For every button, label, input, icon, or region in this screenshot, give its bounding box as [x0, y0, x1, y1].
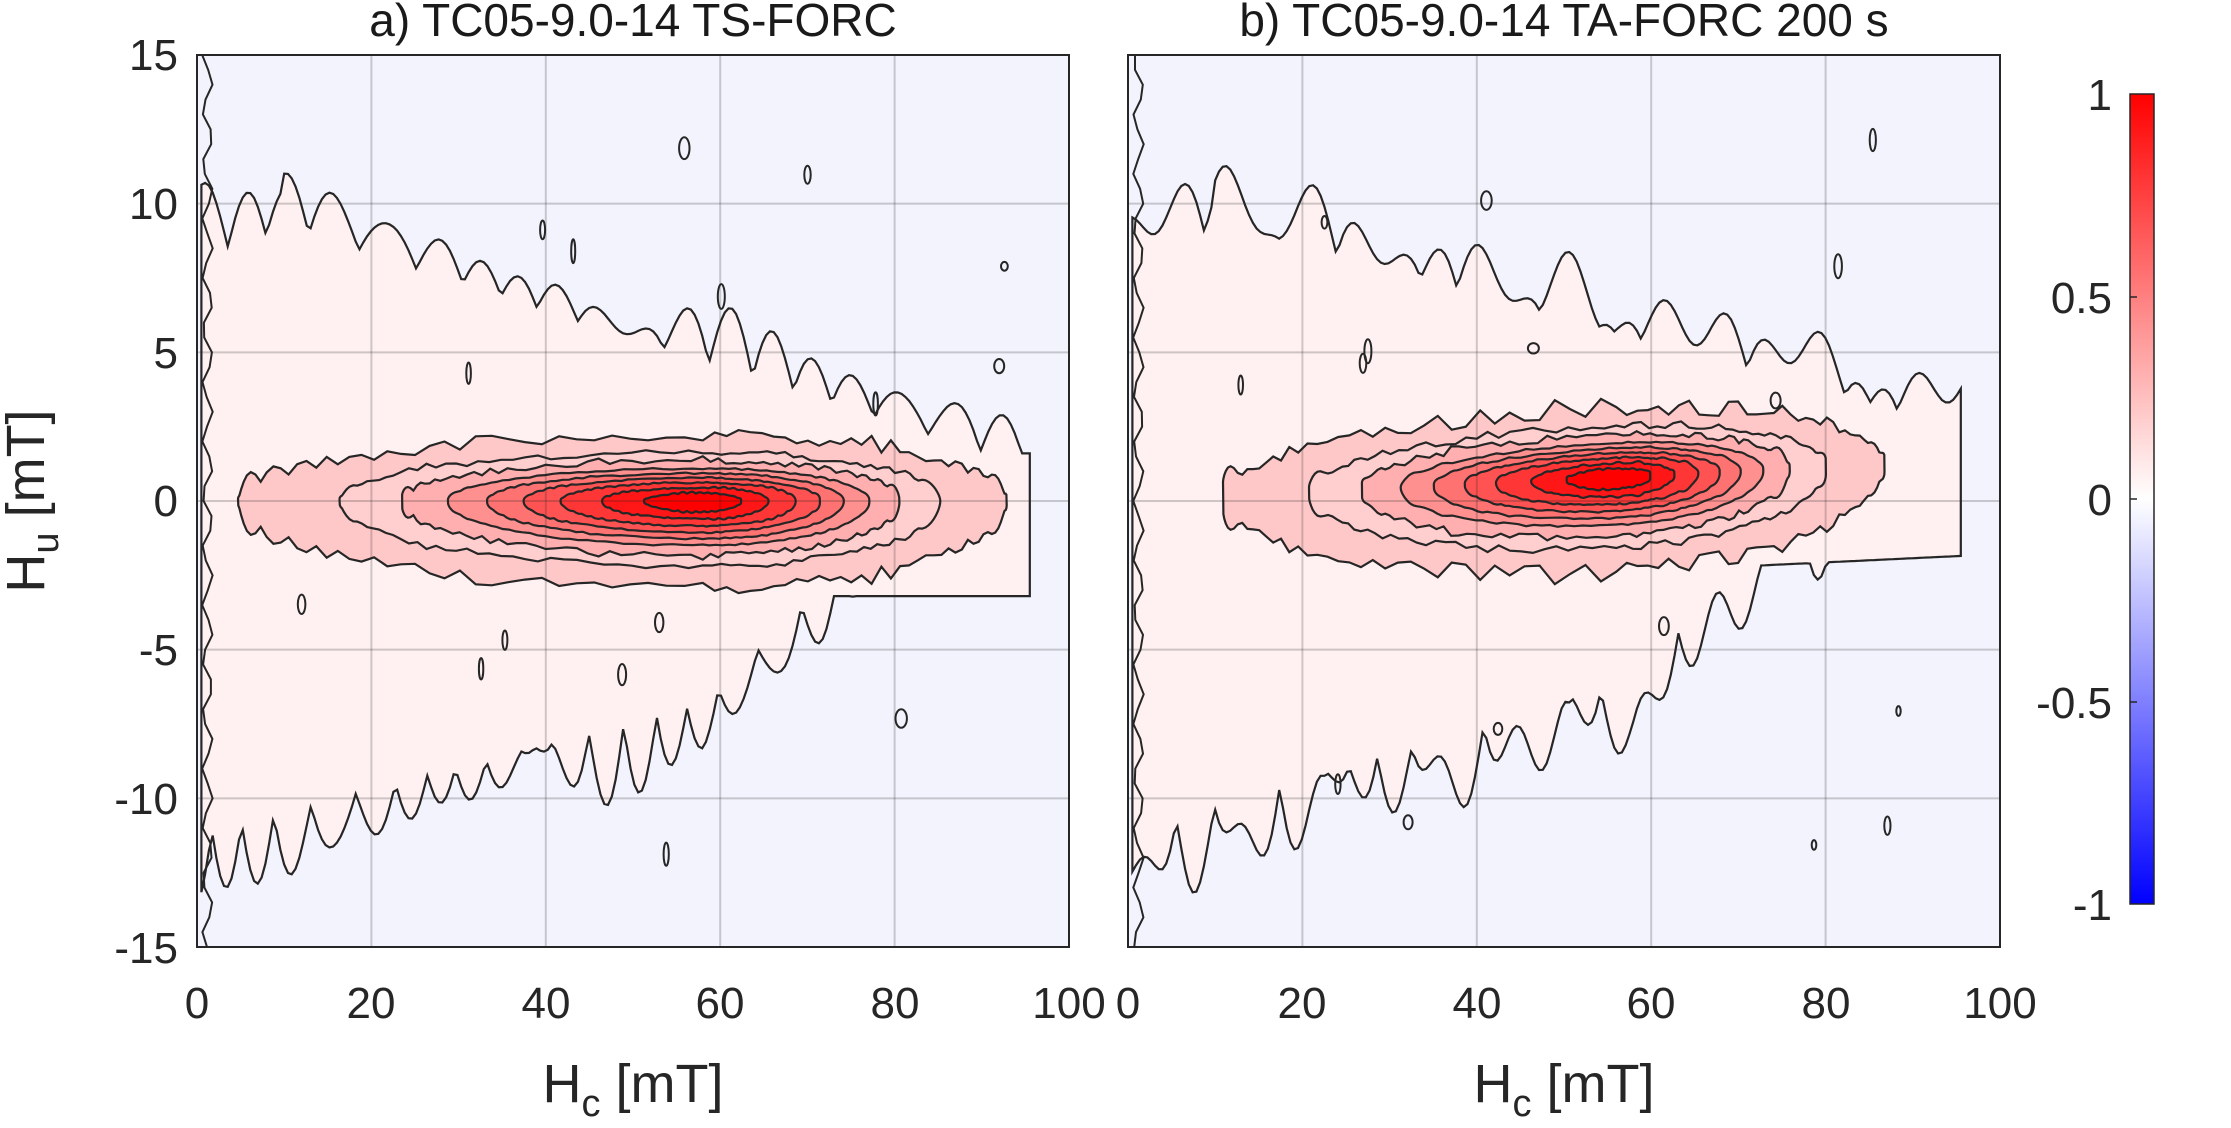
contour-island	[678, 136, 691, 161]
x-tick-label: 40	[1453, 979, 1502, 1028]
panel-a-axes-box	[196, 54, 1070, 948]
contour-island	[993, 358, 1006, 375]
panel-b-title: b) TC05-9.0-14 TA-FORC 200 s	[1239, 0, 1888, 46]
contour-island	[872, 391, 879, 417]
contour-island	[1883, 815, 1892, 836]
contour-island	[1320, 215, 1329, 230]
x-tick-label: 60	[696, 979, 745, 1028]
x-tick-label: 100	[1032, 979, 1105, 1028]
contour-island	[1895, 705, 1902, 717]
contour-level	[1565, 466, 1652, 492]
contour-island	[1480, 190, 1493, 211]
colorbar-tick-label: -0.5	[2036, 679, 2112, 728]
contour-island	[1363, 338, 1373, 365]
y-tick-label: 15	[129, 31, 178, 80]
contour-island	[501, 629, 509, 651]
x-tick-label: 60	[1627, 979, 1676, 1028]
contour-island	[1237, 374, 1244, 396]
colorbar-tick-label: 0	[2088, 476, 2112, 525]
panel-a-title: a) TC05-9.0-14 TS-FORC	[369, 0, 896, 46]
panel-a-x-axis-label: Hc [mT]	[543, 1054, 724, 1125]
contour-edge	[1132, 55, 1145, 947]
contour-island	[1334, 773, 1342, 795]
y-tick-label: -10	[114, 775, 178, 824]
panel-a-grid	[197, 55, 1069, 947]
colorbar-tick-label: 0.5	[2051, 274, 2112, 323]
y-tick-label: -5	[139, 626, 178, 675]
x-tick-label: 80	[871, 979, 920, 1028]
contour-island	[894, 708, 908, 729]
contour-island	[1868, 127, 1877, 153]
y-tick-label: -15	[114, 924, 178, 973]
contour-island	[539, 219, 547, 241]
x-tick-label: 0	[185, 979, 209, 1028]
x-tick-label: 0	[1116, 979, 1140, 1028]
panel-b: b) TC05-9.0-14 TA-FORC 200 s 0 20 40 60 …	[1116, 0, 2037, 1125]
contour-island	[1833, 253, 1843, 280]
y-tick-label: 5	[154, 329, 178, 378]
contour-island	[570, 238, 577, 265]
y-tick-label: 0	[154, 477, 178, 526]
colorbar-tick-label: 1	[2088, 71, 2112, 120]
contour-island	[1000, 260, 1009, 272]
contour-island	[1402, 814, 1414, 831]
panel-b-forc-density	[1131, 55, 1962, 947]
x-tick-label: 20	[1278, 979, 1327, 1028]
contour-island	[465, 361, 472, 385]
contour-level	[643, 490, 743, 515]
panel-b-grid	[1128, 55, 2000, 947]
x-tick-label: 80	[1802, 979, 1851, 1028]
x-tick-label: 40	[522, 979, 571, 1028]
contour-island	[1492, 721, 1504, 736]
x-tick-label: 20	[347, 979, 396, 1028]
panel-b-axes-box	[1127, 54, 2001, 948]
panel-a-forc-density	[200, 55, 1031, 947]
colorbar: 1 0.5 0 -0.5 -1	[2036, 71, 2155, 930]
panel-b-x-axis-label: Hc [mT]	[1474, 1054, 1655, 1125]
contour-island	[662, 841, 670, 867]
panel-a: a) TC05-9.0-14 TS-FORC 15 10 5 0 -5 -10 …	[0, 0, 1106, 1125]
contour-island	[1658, 616, 1670, 637]
contour-island	[617, 663, 628, 687]
contour-island	[716, 283, 726, 310]
contour-island	[803, 164, 812, 185]
contour-island	[1769, 391, 1782, 410]
contour-island	[1526, 342, 1540, 355]
contour-edge	[201, 55, 214, 947]
contour-island	[654, 611, 665, 634]
colorbar-tick-label: -1	[2073, 881, 2112, 930]
contour-island	[1810, 839, 1818, 851]
y-axis-label: Hu [mT]	[0, 409, 67, 592]
y-tick-label: 10	[129, 180, 178, 229]
contour-island	[296, 593, 307, 615]
x-tick-label: 100	[1963, 979, 2036, 1028]
contour-island	[477, 657, 485, 681]
